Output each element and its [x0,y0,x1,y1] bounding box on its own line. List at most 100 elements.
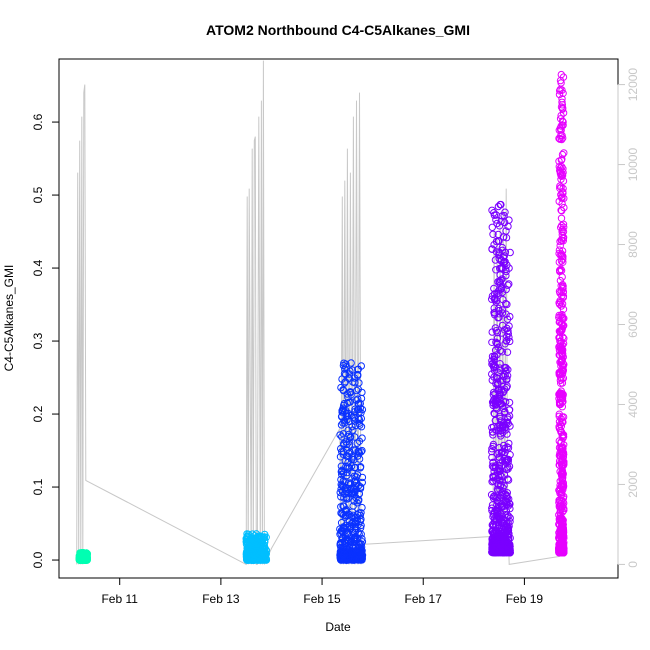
data-point [346,367,354,375]
data-point [556,351,564,360]
data-point [358,538,367,546]
data-point [337,493,345,501]
data-point [557,489,565,497]
data-point [501,340,509,348]
data-point [496,400,505,408]
data-point [356,483,365,491]
data-point [502,507,511,515]
y-tick-label: 0.0 [31,551,45,568]
data-point [495,523,504,532]
data-point [505,322,513,330]
y-tick-label: 0.2 [31,405,45,422]
data-point [492,531,501,540]
data-point [354,385,362,393]
data-point [503,375,511,383]
x-tick-label: Feb 17 [405,592,443,606]
data-point [556,276,565,285]
right-tick-label: 10000 [626,148,640,182]
data-point [494,466,502,474]
y-tick-label: 0.1 [31,478,45,495]
data-point [349,502,357,510]
data-point [488,423,496,432]
data-point [502,299,510,308]
data-point [358,434,366,442]
data-point [555,371,563,379]
data-point [559,73,568,81]
data-point [558,171,567,180]
data-point [336,453,345,461]
data-point [496,360,504,368]
data-point [557,223,565,232]
data-point [492,216,500,224]
data-point [336,525,344,533]
data-point [339,482,347,491]
data-point [555,412,563,420]
data-point [555,424,564,433]
data-point [559,292,568,300]
data-point [559,391,567,399]
right-axis: 0 2000 4000 6000 8000 10000 12000 [617,68,640,568]
plot-frame [58,58,619,579]
data-point [556,468,564,476]
x-tick-label: Feb 11 [101,592,138,606]
data-point [558,310,566,319]
data-point [557,282,565,290]
data-point [558,341,567,349]
data-point [502,528,510,536]
data-point [254,538,262,547]
data-point [555,163,563,171]
data-point [495,250,503,258]
y-tick-label: 0.6 [31,113,45,130]
data-point [555,334,563,342]
data-point [499,402,507,410]
data-point [495,254,503,263]
data-point [488,338,496,346]
data-point [559,482,568,490]
data-point [497,448,505,457]
data-point [495,476,504,484]
data-point [247,548,255,556]
data-point [354,372,362,380]
series-2 [336,359,367,564]
data-point [558,432,566,440]
data-point [558,150,567,159]
data-point [503,315,512,323]
data-point [501,367,510,375]
data-point [505,398,514,407]
data-point [506,248,514,257]
data-point [350,455,358,464]
data-point [339,477,347,486]
data-point [339,404,347,412]
data-point [504,476,513,484]
data-point [342,462,350,470]
data-point [503,324,511,333]
data-point [556,376,565,385]
data-point [559,283,567,292]
data-point [559,448,568,457]
data-point [504,543,512,551]
data-point [557,302,566,310]
data-point [489,510,497,518]
data-point [495,289,503,297]
data-point [338,375,346,383]
data-point [345,464,353,472]
data-point [496,414,504,423]
data-point [504,281,512,289]
data-point [501,218,509,227]
data-point [347,359,355,367]
data-point [338,527,346,535]
data-point [505,264,513,272]
data-point [343,550,351,558]
data-point [558,95,566,103]
data-point [558,281,567,289]
data-point [349,378,357,386]
data-point [354,447,362,455]
data-point [505,406,514,414]
data-point [496,427,504,435]
data-point [502,310,510,318]
data-point [497,481,505,489]
data-point [556,267,564,276]
data-point [357,448,365,456]
data-point [496,412,504,421]
